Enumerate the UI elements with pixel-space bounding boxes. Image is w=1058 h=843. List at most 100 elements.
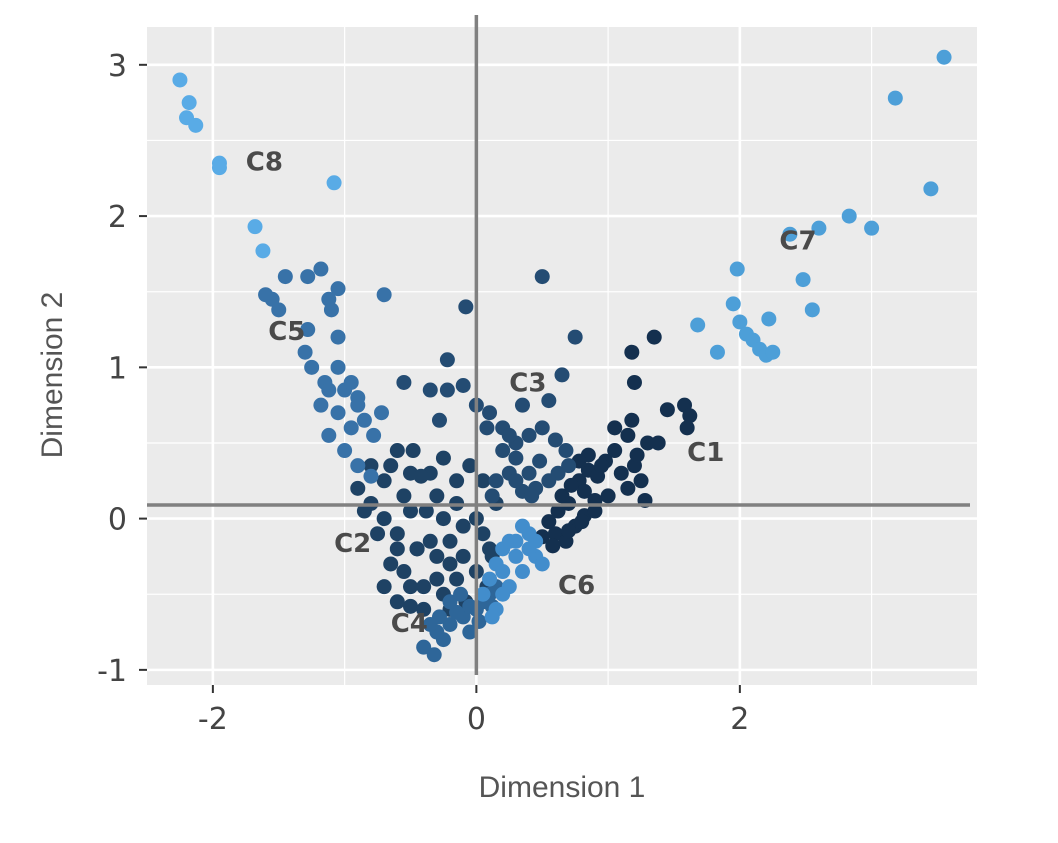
data-point-c4 (431, 609, 447, 625)
data-point-c2 (416, 601, 432, 617)
x-axis-title: Dimension 1 (479, 771, 646, 804)
data-point-c6 (484, 609, 500, 625)
data-point-c3 (508, 450, 524, 466)
data-point-c1 (650, 435, 666, 451)
data-point-c1 (620, 480, 636, 496)
data-point-c5 (297, 344, 313, 360)
data-point-c8 (255, 243, 271, 259)
data-point-c3 (514, 397, 530, 413)
data-point-c2 (429, 548, 445, 564)
data-point-c1 (541, 514, 557, 530)
y-tick-label: 0 (108, 503, 127, 538)
data-point-c1 (626, 374, 642, 390)
data-point-c2 (475, 473, 491, 489)
data-point-c1 (659, 402, 675, 418)
data-point-c4 (442, 616, 458, 632)
data-point-c3 (501, 427, 517, 443)
data-point-c6 (514, 564, 530, 580)
data-point-c1 (620, 427, 636, 443)
data-point-c6 (534, 556, 550, 572)
data-point-c3 (534, 420, 550, 436)
data-point-c2 (405, 443, 421, 459)
data-point-c5 (330, 359, 346, 375)
data-point-c5 (363, 468, 379, 484)
x-tick-label: 0 (467, 702, 486, 737)
data-point-c4 (426, 647, 442, 663)
data-point-c3 (488, 473, 504, 489)
data-point-c2 (396, 564, 412, 580)
data-point-c3 (561, 458, 577, 474)
data-point-c8 (247, 219, 263, 235)
data-point-c3 (455, 377, 471, 393)
data-point-c5 (330, 405, 346, 421)
data-point-c1 (646, 329, 662, 345)
data-point-c2 (402, 503, 418, 519)
data-point-c4 (442, 594, 458, 610)
data-point-c7 (887, 90, 903, 106)
data-point-c1 (629, 447, 645, 463)
data-point-c7 (782, 226, 798, 242)
data-point-c3 (508, 473, 524, 489)
data-point-c1 (624, 344, 640, 360)
data-point-c3 (422, 382, 438, 398)
cluster-label-c8: C8 (246, 148, 283, 178)
y-axis-title: Dimension 2 (36, 292, 69, 459)
cluster-labels: C1 C2 C3 C4 C5 C6 C7 C8 (246, 148, 817, 639)
data-point-c1 (561, 523, 577, 539)
data-point-c2 (462, 458, 478, 474)
data-point-c5 (321, 427, 337, 443)
data-point-c2 (455, 518, 471, 534)
data-point-c2 (413, 468, 429, 484)
data-point-c1 (600, 488, 616, 504)
data-point-c4 (462, 598, 478, 614)
data-point-c2 (402, 598, 418, 614)
data-point-c2 (455, 548, 471, 564)
data-point-c7 (729, 261, 745, 277)
cluster-label-c2: C2 (334, 529, 371, 559)
data-point-c2 (442, 533, 458, 549)
data-point-c7 (690, 317, 706, 333)
data-point-c5 (304, 359, 320, 375)
data-point-c3 (396, 374, 412, 390)
data-point-c6 (475, 586, 491, 602)
data-point-c1 (554, 488, 570, 504)
data-point-c3 (495, 443, 511, 459)
data-point-c2 (370, 526, 386, 542)
data-point-c5 (321, 382, 337, 398)
data-point-c1 (563, 477, 579, 493)
data-point-c5 (323, 302, 339, 318)
data-point-c3 (482, 405, 498, 421)
data-point-c2 (350, 480, 366, 496)
data-point-c8 (172, 72, 188, 88)
data-point-c2 (389, 594, 405, 610)
cluster-label-c7: C7 (779, 226, 816, 256)
data-point-c7 (864, 220, 880, 236)
data-point-c3 (534, 269, 550, 285)
data-point-c5 (337, 443, 353, 459)
data-point-c3 (521, 465, 537, 481)
data-point-c3 (541, 473, 557, 489)
data-point-c4 (453, 586, 469, 602)
data-point-c2 (449, 473, 465, 489)
data-point-c7 (795, 272, 811, 288)
data-point-c5 (330, 281, 346, 297)
data-point-c2 (383, 458, 399, 474)
data-point-c4 (471, 613, 487, 629)
data-point-c1 (640, 435, 656, 451)
data-point-c3 (547, 432, 563, 448)
data-point-c2 (435, 450, 451, 466)
data-point-c3 (431, 412, 447, 428)
data-point-c5 (376, 287, 392, 303)
y-tick-label: -1 (97, 654, 127, 689)
data-point-c7 (761, 311, 777, 327)
data-point-c6 (482, 571, 498, 587)
data-point-c5 (300, 269, 316, 285)
data-point-c1 (545, 538, 561, 554)
data-point-c2 (376, 511, 392, 527)
data-point-c8 (181, 95, 197, 111)
data-point-c1 (574, 514, 590, 530)
data-point-c1 (594, 458, 610, 474)
data-point-c1 (624, 412, 640, 428)
reference-lines (147, 15, 970, 675)
data-point-c3 (521, 427, 537, 443)
